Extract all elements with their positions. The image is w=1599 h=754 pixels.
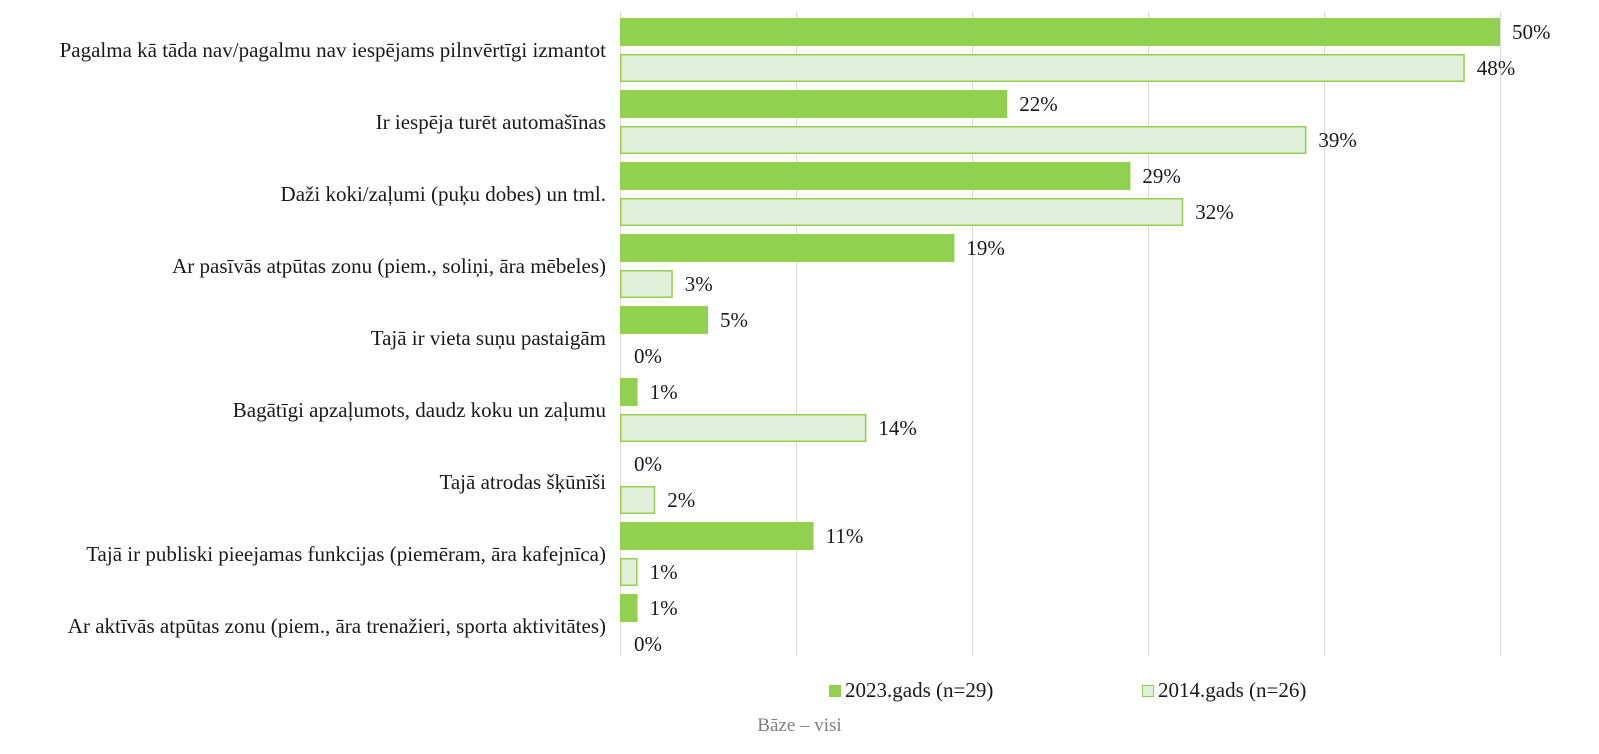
value-label-0-0: 50%	[1512, 20, 1551, 44]
base-footnote: Bāze – visi	[757, 715, 842, 736]
value-label-0-5: 1%	[650, 380, 678, 404]
category-labels: Pagalma kā tāda nav/pagalmu nav iespējam…	[60, 38, 607, 638]
value-label-0-6: 0%	[634, 452, 662, 476]
value-label-1-0: 48%	[1477, 56, 1516, 80]
legend: 2023.gads (n=29) 2014.gads (n=26)	[0, 678, 1599, 704]
value-label-1-6: 2%	[667, 488, 695, 512]
bar-1-1	[620, 126, 1307, 154]
legend-label-2023: 2023.gads (n=29)	[845, 678, 994, 702]
category-label-5: Bagātīgi apzaļumots, daudz koku un zaļum…	[233, 398, 607, 422]
legend-swatch-2023	[829, 684, 841, 697]
bars	[620, 18, 1500, 622]
value-label-0-2: 29%	[1142, 164, 1181, 188]
category-label-7: Tajā ir publiski pieejamas funkcijas (pi…	[86, 542, 606, 566]
bar-chart: 50%48%22%39%29%32%19%3%5%0%1%14%0%2%11%1…	[60, 12, 1551, 656]
legend-label-2014: 2014.gads (n=26)	[1158, 678, 1307, 702]
bar-1-6	[620, 486, 656, 514]
bar-1-5	[620, 414, 867, 442]
value-label-0-1: 22%	[1019, 92, 1057, 116]
bar-0-3	[620, 234, 955, 262]
bar-0-1	[620, 90, 1008, 118]
category-label-0: Pagalma kā tāda nav/pagalmu nav iespējam…	[60, 38, 607, 62]
value-label-1-7: 1%	[650, 560, 678, 584]
value-label-1-5: 14%	[878, 416, 917, 440]
bar-0-8	[620, 594, 638, 622]
category-label-4: Tajā ir vieta suņu pastaigām	[371, 326, 606, 350]
legend-item-2014: 2014.gads (n=26)	[1142, 678, 1306, 703]
bar-0-2	[620, 162, 1131, 190]
category-label-1: Ir iespēja turēt automašīnas	[376, 110, 606, 134]
value-label-0-4: 5%	[720, 308, 748, 332]
category-label-6: Tajā atrodas šķūnīši	[440, 470, 607, 494]
bar-0-5	[620, 378, 638, 406]
bar-1-3	[620, 270, 673, 298]
bar-1-0	[620, 54, 1465, 82]
value-label-1-2: 32%	[1195, 200, 1234, 224]
category-label-8: Ar aktīvās atpūtas zonu (piem., āra tren…	[68, 614, 606, 638]
value-label-1-3: 3%	[685, 272, 713, 296]
value-label-1-4: 0%	[634, 344, 662, 368]
value-label-0-7: 11%	[826, 524, 864, 548]
value-label-0-3: 19%	[966, 236, 1005, 260]
value-labels: 50%48%22%39%29%32%19%3%5%0%1%14%0%2%11%1…	[634, 20, 1551, 656]
legend-item-2023: 2023.gads (n=29)	[829, 678, 993, 703]
bar-1-2	[620, 198, 1184, 226]
bar-0-7	[620, 522, 814, 550]
category-label-2: Daži koki/zaļumi (puķu dobes) un tml.	[281, 182, 606, 206]
category-label-3: Ar pasīvās atpūtas zonu (piem., soliņi, …	[172, 254, 606, 278]
bar-1-7	[620, 558, 638, 586]
legend-swatch-2014	[1142, 684, 1154, 697]
value-label-1-1: 39%	[1318, 128, 1357, 152]
bar-0-4	[620, 306, 708, 334]
bar-0-0	[620, 18, 1500, 46]
value-label-0-8: 1%	[650, 596, 678, 620]
value-label-1-8: 0%	[634, 632, 662, 656]
